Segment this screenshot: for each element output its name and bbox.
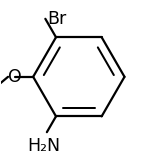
Text: Br: Br (47, 10, 66, 28)
Text: O: O (8, 68, 22, 86)
Text: H₂N: H₂N (27, 137, 60, 155)
